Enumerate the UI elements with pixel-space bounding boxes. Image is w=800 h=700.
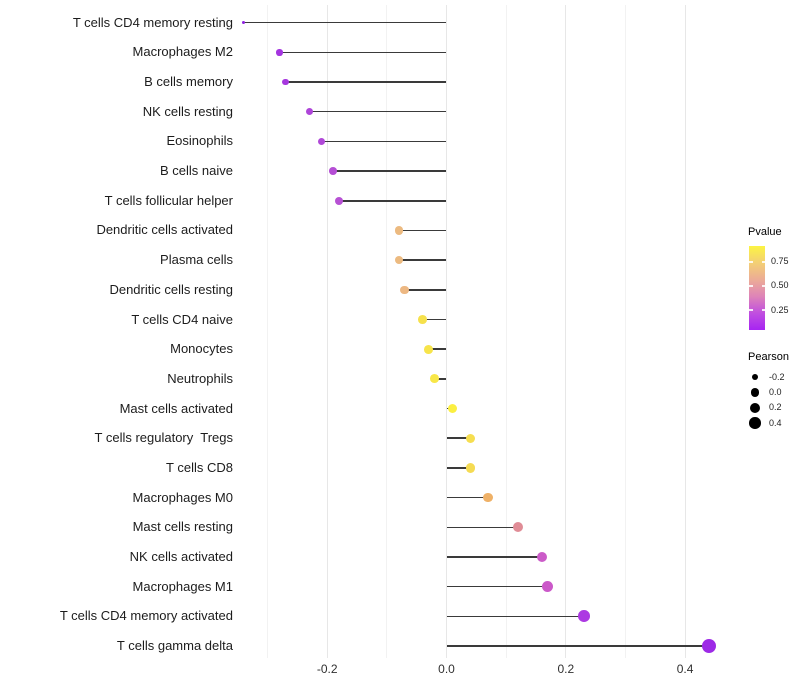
x-tick-label: -0.2	[316, 662, 338, 676]
x-tick-label: 0.4	[676, 662, 694, 676]
major-gridline	[684, 5, 686, 658]
pearson-legend-label: 0.4	[769, 417, 782, 428]
lollipop-dot	[424, 344, 433, 354]
category-label: B cells naive	[160, 163, 233, 179]
lollipop-dot	[430, 374, 439, 384]
category-label: NK cells activated	[129, 548, 233, 564]
category-label: Macrophages M1	[132, 578, 233, 594]
category-label: Plasma cells	[160, 252, 233, 268]
lollipop-dot	[701, 638, 717, 654]
lollipop-stem	[446, 615, 584, 618]
pvalue-legend-title: Pvalue	[748, 226, 782, 238]
lollipop-stem	[243, 21, 447, 24]
category-label: Macrophages M2	[132, 44, 233, 60]
lollipop-dot	[483, 492, 494, 503]
pearson-legend-label: 0.0	[769, 386, 782, 397]
pearson-legend-dot	[750, 402, 760, 413]
lollipop-dot	[394, 255, 403, 265]
category-label: NK cells resting	[142, 103, 233, 119]
lollipop-stem	[279, 51, 447, 54]
category-label: Mast cells activated	[119, 400, 233, 416]
colorbar-tick-mark	[749, 309, 753, 311]
category-label: T cells CD4 memory resting	[72, 14, 233, 30]
category-label: T cells follicular helper	[104, 192, 233, 208]
lollipop-stem	[398, 229, 447, 232]
colorbar-tick-mark	[749, 261, 753, 263]
lollipop-dot	[276, 49, 283, 56]
lollipop-dot	[241, 21, 246, 25]
lollipop-dot	[329, 167, 338, 175]
pearson-legend-label: 0.2	[769, 402, 782, 413]
lollipop-stem	[428, 348, 447, 350]
category-label: Eosinophils	[166, 133, 234, 149]
lollipop-stem	[446, 437, 471, 439]
minor-gridline	[624, 5, 626, 658]
pearson-legend-dot	[749, 417, 761, 429]
category-label: Monocytes	[170, 341, 233, 357]
lollipop-dot	[335, 196, 344, 205]
category-label: Macrophages M0	[132, 489, 233, 505]
x-tick-label: 0.2	[557, 662, 575, 676]
major-gridline	[326, 5, 328, 658]
lollipop-stem	[446, 526, 519, 528]
lollipop-stem	[434, 378, 447, 380]
lollipop-dot	[317, 137, 325, 146]
pvalue-tick-label: 0.25	[771, 304, 789, 315]
lollipop-dot	[536, 551, 548, 563]
lollipop-dot	[465, 463, 476, 473]
lollipop-dot	[577, 610, 590, 623]
lollipop-dot	[512, 522, 524, 533]
category-label: T cells CD4 memory activated	[59, 608, 233, 624]
lollipop-stem	[404, 289, 447, 291]
category-label: T cells regulatory Tregs	[94, 430, 233, 446]
category-label: Mast cells resting	[132, 519, 233, 535]
lollipop-stem	[321, 140, 447, 143]
lollipop-stem	[309, 110, 447, 113]
minor-gridline	[267, 5, 269, 658]
lollipop-dot	[447, 404, 457, 414]
lollipop-stem	[422, 318, 447, 321]
category-label: T cells CD4 naive	[131, 311, 233, 327]
category-label: T cells CD8	[166, 459, 233, 475]
pearson-legend-label: -0.2	[769, 371, 785, 382]
lollipop-stem	[285, 81, 447, 83]
category-label: Dendritic cells activated	[96, 222, 233, 238]
colorbar-tick-mark	[749, 285, 753, 287]
lollipop-dot	[542, 581, 554, 593]
lollipop-dot	[282, 78, 289, 86]
lollipop-dot	[400, 285, 410, 295]
category-label: Dendritic cells resting	[109, 281, 233, 297]
lollipop-dot	[394, 226, 403, 235]
major-gridline	[565, 5, 567, 658]
minor-gridline	[505, 5, 507, 658]
lollipop-stem	[398, 259, 447, 261]
lollipop-stem	[446, 556, 542, 558]
colorbar-tick-mark	[761, 285, 765, 287]
category-label: T cells gamma delta	[116, 637, 233, 653]
lollipop-dot	[305, 108, 313, 116]
colorbar-tick-mark	[761, 261, 765, 263]
minor-gridline	[386, 5, 388, 658]
lollipop-dot	[418, 315, 427, 324]
lollipop-stem	[446, 496, 489, 499]
category-label: Neutrophils	[167, 370, 233, 386]
pearson-legend-dot	[750, 388, 760, 397]
major-gridline	[446, 5, 447, 658]
lollipop-stem	[446, 645, 709, 647]
pearson-legend-title: Pearson	[748, 351, 789, 363]
lollipop-stem	[446, 585, 548, 588]
lollipop-stem	[339, 200, 447, 202]
pvalue-tick-label: 0.50	[771, 280, 789, 291]
colorbar-tick-mark	[761, 309, 765, 311]
lollipop-stem	[446, 467, 471, 469]
pearson-legend-dot	[751, 373, 759, 381]
pvalue-colorbar	[749, 246, 765, 330]
lollipop-dot	[465, 433, 475, 443]
category-label: B cells memory	[144, 74, 233, 90]
x-tick-label: 0.0	[438, 662, 455, 676]
pvalue-tick-label: 0.75	[771, 256, 789, 267]
lollipop-stem	[333, 170, 447, 172]
